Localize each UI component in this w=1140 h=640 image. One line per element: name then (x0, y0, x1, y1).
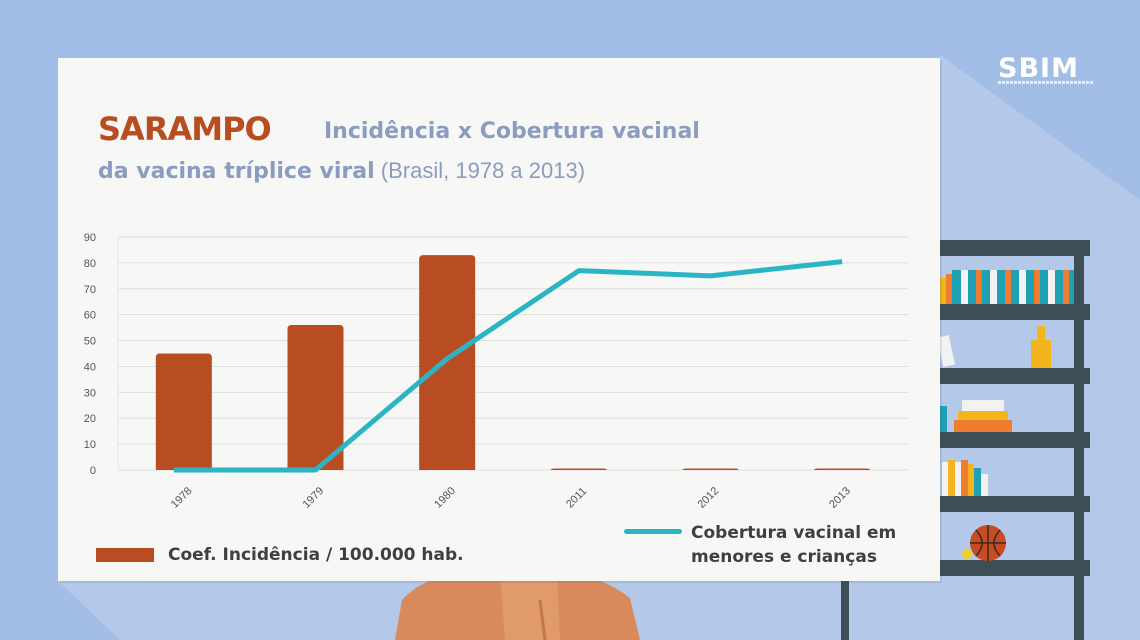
title-main: SARAMPO (98, 110, 272, 148)
x-tick-label: 1980 (432, 485, 458, 511)
legend-bar-swatch (96, 548, 154, 562)
y-tick-label: 50 (84, 336, 96, 348)
logo-text: SBIM (998, 53, 1079, 84)
x-tick-label: 2012 (695, 485, 721, 511)
title-line-2: da vacina tríplice viral (Brasil, 1978 a… (98, 158, 585, 184)
legend-line-swatch (624, 529, 682, 534)
bar (682, 468, 739, 470)
bar (550, 468, 607, 470)
logo-subtitle-strip (998, 81, 1094, 84)
legend-line-label-1: Cobertura vacinal em (691, 523, 897, 543)
x-tick-label: 2011 (564, 485, 589, 510)
bar (814, 468, 871, 470)
y-tick-label: 80 (84, 258, 96, 270)
chart-card: SARAMPO Incidência x Cobertura vacinal d… (58, 58, 940, 581)
y-tick-label: 60 (84, 310, 96, 322)
bookshelf-illustration (841, 240, 1090, 640)
bar (155, 353, 212, 470)
sbim-logo: SBIM (998, 54, 1094, 88)
y-tick-label: 40 (84, 361, 96, 373)
y-tick-label: 90 (84, 232, 96, 244)
bar (419, 255, 476, 470)
title-line-2-light: (Brasil, 1978 a 2013) (380, 158, 586, 183)
y-tick-label: 10 (84, 439, 96, 451)
title-line-1: Incidência x Cobertura vacinal (324, 119, 700, 144)
bar (287, 325, 344, 470)
x-tick-label: 1978 (169, 485, 195, 511)
legend-line-label: Cobertura vacinal em menores e crianças (691, 521, 896, 569)
x-tick-label: 1979 (300, 485, 326, 511)
legend-bar-label: Coef. Incidência / 100.000 hab. (168, 545, 464, 565)
x-tick-label: 2013 (827, 485, 853, 511)
y-tick-label: 0 (90, 465, 96, 477)
y-tick-label: 30 (84, 387, 96, 399)
legend-line-label-2: menores e crianças (691, 547, 877, 567)
combo-chart: 0 10 20 30 40 50 60 70 80 90 1978 1979 1980 2011 2012 2… (84, 232, 908, 511)
y-tick-label: 20 (84, 413, 96, 425)
coverage-line (173, 259, 843, 473)
title-line-2-bold: da vacina tríplice viral (98, 159, 375, 184)
y-tick-label: 70 (84, 284, 96, 296)
